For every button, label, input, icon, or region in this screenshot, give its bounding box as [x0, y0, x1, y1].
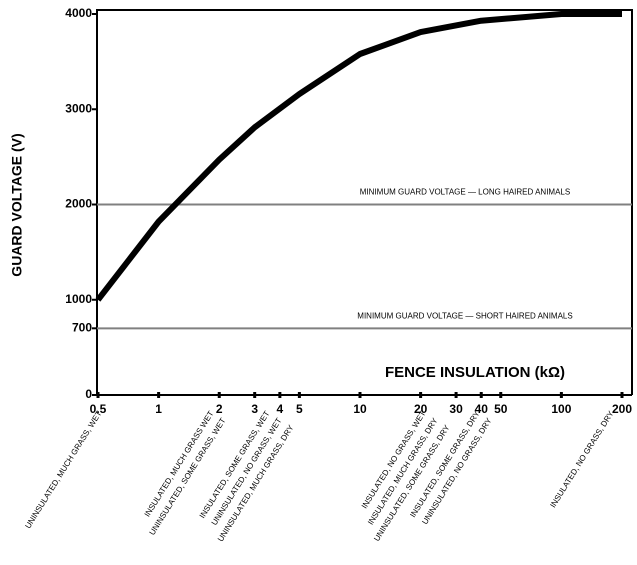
x-tick-label: 50: [494, 402, 508, 416]
x-tick-label: 20: [414, 402, 428, 416]
x-tick-label: 3: [251, 402, 258, 416]
x-tick-label: 2: [216, 402, 223, 416]
y-axis-title: GUARD VOLTAGE (V): [9, 133, 25, 276]
insulation-annotation: INSULATED, NO GRASS, WET: [360, 409, 428, 510]
x-tick-label: 10: [353, 402, 367, 416]
reference-label: MINIMUM GUARD VOLTAGE — SHORT HAIRED ANI…: [357, 311, 572, 320]
x-tick-label: 1: [155, 402, 162, 416]
y-tick-label: 3000: [65, 101, 92, 115]
y-tick-label: 2000: [65, 197, 92, 211]
insulation-annotation: UNINSULATED, MUCH GRASS, WET: [23, 409, 103, 530]
x-tick-label: 5: [296, 402, 303, 416]
y-tick-label: 1000: [65, 292, 92, 306]
x-tick-label: 0.5: [90, 402, 107, 416]
data-line: [95, 11, 622, 302]
x-tick-label: 40: [475, 402, 489, 416]
x-tick-label: 4: [277, 402, 284, 416]
plot-frame: [96, 9, 633, 395]
y-tick-label: 0: [85, 387, 92, 401]
y-tick-label: 4000: [65, 6, 92, 20]
x-tick-label: 200: [612, 402, 632, 416]
insulation-annotation: INSULATED, SOME GRASS, WET: [198, 409, 272, 520]
x-tick-label: 30: [449, 402, 463, 416]
x-tick-label: 100: [551, 402, 571, 416]
insulation-annotation: INSULATED, MUCH GRASS WET: [143, 409, 216, 518]
x-axis-title: FENCE INSULATION (kΩ): [385, 364, 565, 381]
y-tick-label: 700: [72, 320, 92, 334]
insulation-annotation: INSULATED, NO GRASS, DRY: [548, 409, 615, 509]
reference-label: MINIMUM GUARD VOLTAGE — LONG HAIRED ANIM…: [360, 188, 570, 197]
insulation-annotation: UNINSULATED, NO GRASS, WET: [210, 416, 284, 527]
